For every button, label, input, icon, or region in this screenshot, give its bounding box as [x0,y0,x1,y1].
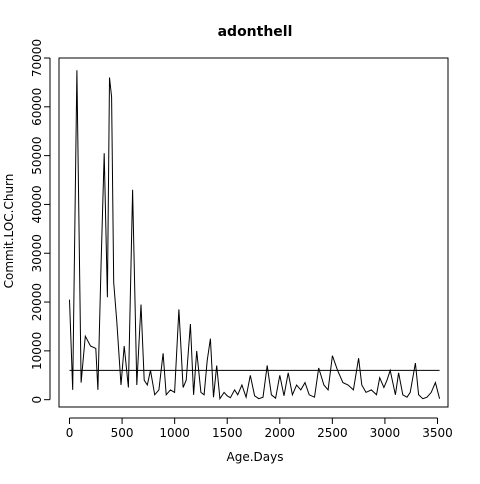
x-tick-label: 0 [66,426,74,440]
x-tick-label: 1500 [212,426,243,440]
x-tick-label: 3000 [370,426,401,440]
y-tick-label: 10000 [30,332,44,370]
x-tick-label: 2000 [265,426,296,440]
y-axis-label: Commit.LOC.Churn [2,174,16,289]
x-tick-label: 3500 [422,426,453,440]
y-tick-label: 70000 [30,39,44,77]
x-tick-label: 1000 [159,426,190,440]
y-tick-label: 60000 [30,88,44,126]
x-tick-label: 500 [111,426,134,440]
y-tick-label: 0 [30,396,44,404]
y-tick-label: 20000 [30,283,44,321]
x-axis-label: Age.Days [227,450,284,464]
y-tick-label: 50000 [30,137,44,175]
y-tick-label: 40000 [30,185,44,223]
plot-frame [58,57,449,408]
plot-area: 0 500 1000 1500 2000 2500 3000 3500 0 10000 20000 3… [30,39,453,440]
series-line [69,70,441,401]
x-tick-label: 2500 [317,426,348,440]
chart-title: adonthell [218,24,293,40]
y-tick-label: 30000 [30,234,44,272]
